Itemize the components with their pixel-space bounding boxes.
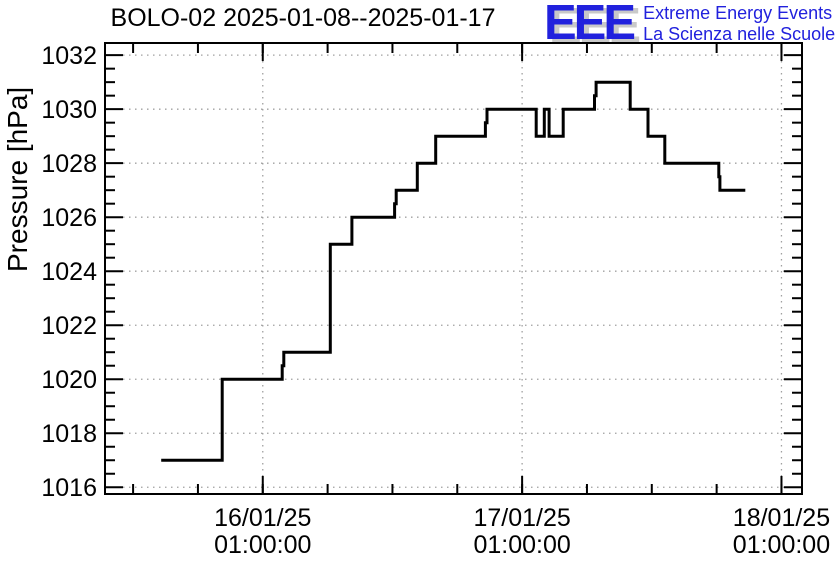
y-tick-label: 1022 [41,312,97,340]
chart-title: BOLO-02 2025-01-08--2025-01-17 [110,4,496,32]
plot-frame [104,42,803,495]
pressure-step-line [161,80,746,462]
x-tick-label: 18/01/25 01:00:00 [733,504,830,559]
eee-logo-text: Extreme Energy Events La Scienza nelle S… [643,3,835,45]
y-axis-title: Pressure [hPa] [2,86,33,272]
eee-logo-line1: Extreme Energy Events [643,3,833,23]
x-tick-label: 16/01/25 01:00:00 [214,504,311,559]
y-tick-label: 1020 [41,366,97,394]
x-tick-label: 17/01/25 01:00:00 [473,504,570,559]
y-tick-label: 1030 [41,96,97,124]
y-tick-label: 1026 [41,204,97,232]
y-tick-label: 1016 [41,474,97,502]
y-tick-label: 1018 [41,420,97,448]
eee-logo-line2: La Scienza nelle Scuole [643,24,836,44]
eee-logo-acronym: EEE [544,0,636,50]
y-tick-label: 1028 [41,150,97,178]
y-tick-label: 1024 [41,258,97,286]
y-tick-label: 1032 [41,42,97,70]
eee-logo: EEE Extreme Energy Events La Scienza nel… [544,0,835,50]
